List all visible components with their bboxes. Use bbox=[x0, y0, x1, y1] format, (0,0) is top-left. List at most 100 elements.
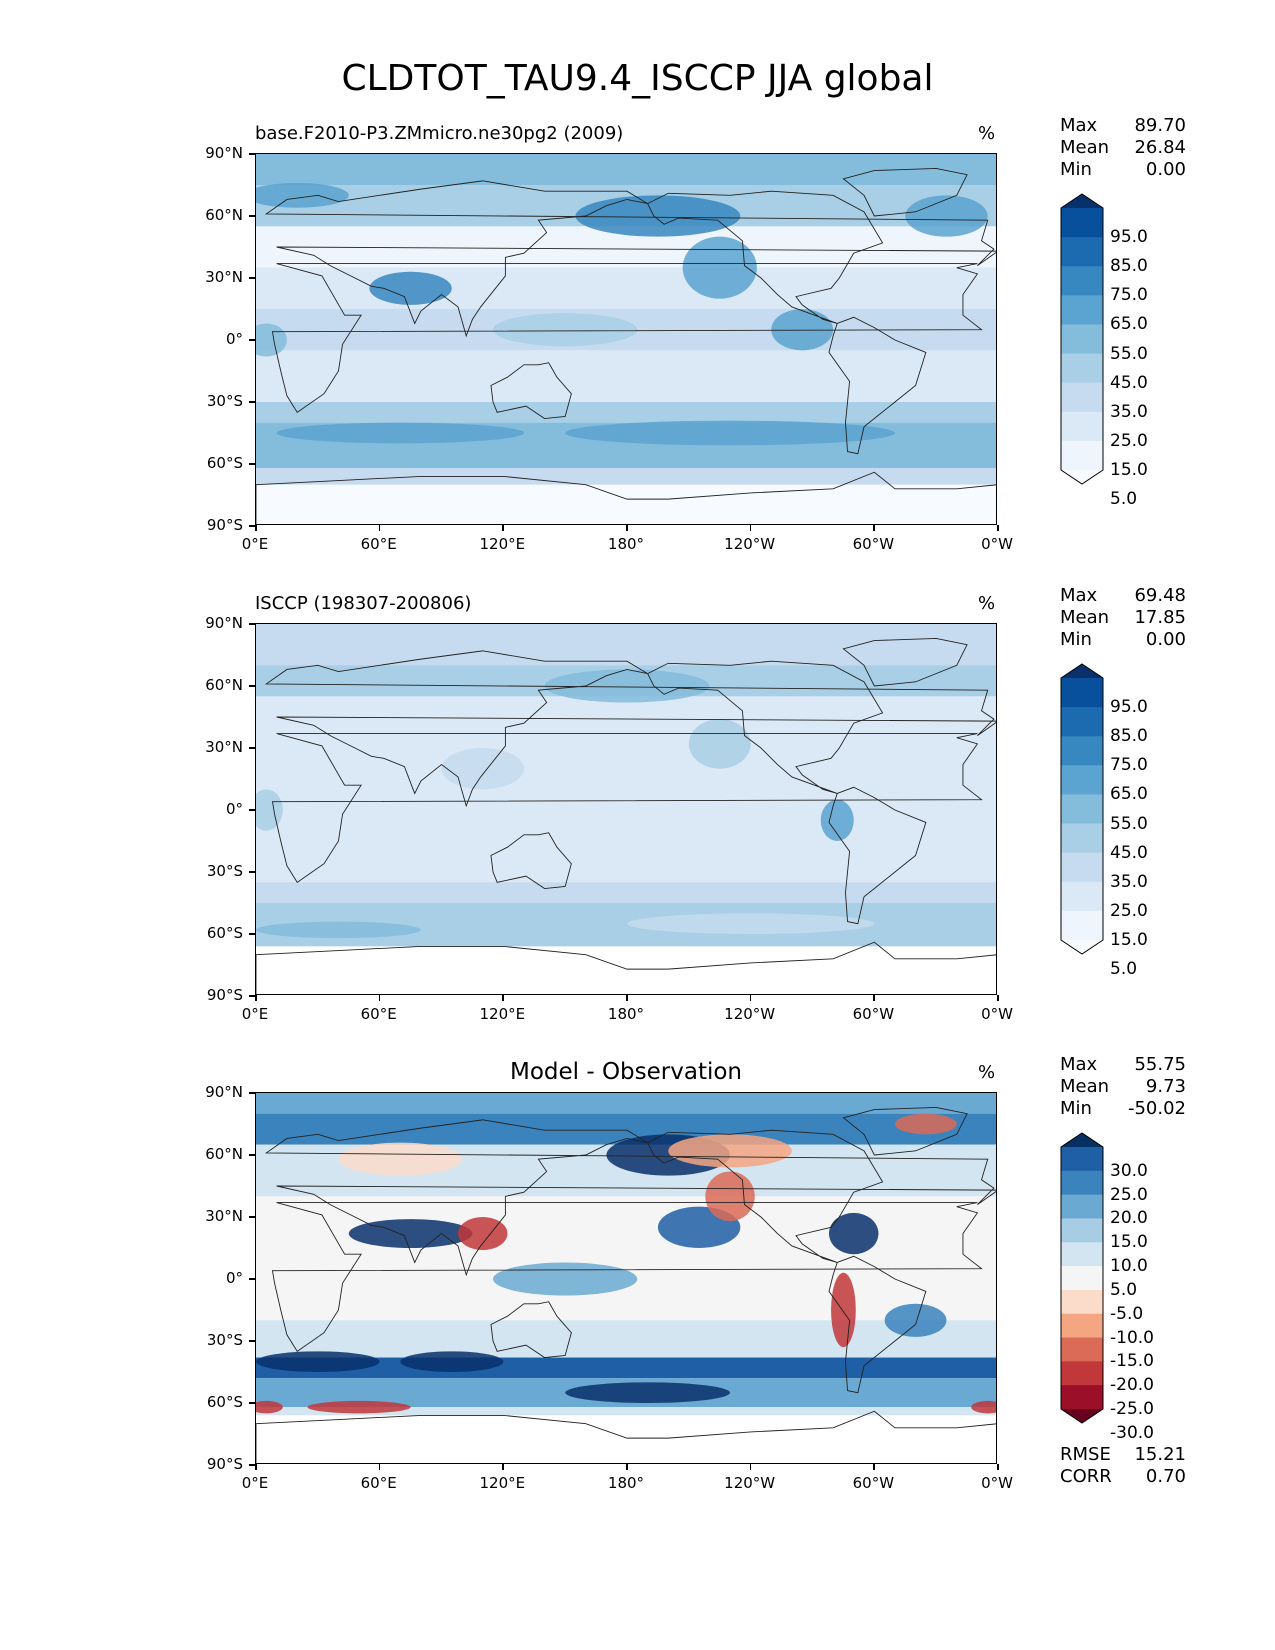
coastline bbox=[490, 832, 572, 889]
field-anomaly bbox=[705, 1171, 755, 1222]
lon-tick-mark bbox=[749, 1464, 752, 1470]
lat-tick-label: 0° bbox=[225, 1269, 243, 1287]
lon-tick-label: 180° bbox=[607, 1474, 645, 1492]
colorbar-tick-label: 85.0 bbox=[1110, 256, 1148, 277]
colorbar-extend-min bbox=[1061, 940, 1103, 954]
field-band bbox=[256, 624, 996, 666]
field-anomaly bbox=[828, 1212, 879, 1255]
lat-tick-label: 60°S bbox=[206, 454, 243, 472]
colorbar-segment bbox=[1061, 411, 1103, 442]
field-anomaly bbox=[565, 420, 895, 446]
colorbar-segment bbox=[1061, 1218, 1103, 1243]
lat-tick-mark bbox=[249, 463, 255, 465]
lon-tick-label: 120°W bbox=[724, 1474, 776, 1492]
lon-tick-label: 180° bbox=[607, 535, 645, 553]
lat-tick-label: 90°S bbox=[206, 1455, 243, 1473]
lat-tick-mark bbox=[249, 525, 255, 527]
lon-tick-mark bbox=[502, 995, 504, 1001]
stat-row: Max 89.70 bbox=[1060, 115, 1186, 137]
stat-row: RMSE 15.21 bbox=[1060, 1444, 1186, 1466]
stat-row: Min 0.00 bbox=[1060, 159, 1186, 181]
colorbar-tick-label: 75.0 bbox=[1110, 755, 1148, 776]
stat-value: 69.48 bbox=[1134, 585, 1186, 606]
coastline bbox=[647, 1129, 884, 1263]
colorbar-segment bbox=[1061, 794, 1103, 825]
colorbar-tick-label: 85.0 bbox=[1110, 726, 1148, 747]
stat-row: Mean 17.85 bbox=[1060, 607, 1186, 629]
colorbar-segment bbox=[1061, 1266, 1103, 1291]
panel-title: ISCCP (198307-200806) bbox=[255, 593, 472, 614]
colorbar-tick-label: 15.0 bbox=[1110, 460, 1148, 480]
coastline bbox=[828, 786, 927, 925]
field-anomaly bbox=[668, 1134, 792, 1168]
colorbar-segment bbox=[1061, 324, 1103, 355]
coastline bbox=[828, 316, 927, 455]
stat-value: 15.21 bbox=[1134, 1444, 1186, 1465]
field-anomaly bbox=[627, 913, 875, 934]
lon-tick-mark bbox=[997, 525, 999, 531]
lon-tick-mark bbox=[255, 1464, 257, 1470]
colorbar-outline bbox=[1060, 663, 1104, 955]
stat-label: Min bbox=[1060, 629, 1092, 650]
colorbar-tick-label: -15.0 bbox=[1110, 1351, 1154, 1372]
field-anomaly bbox=[276, 422, 524, 444]
coastline bbox=[256, 1410, 996, 1463]
field-anomaly bbox=[256, 921, 421, 939]
colorbar-tick-label: -20.0 bbox=[1110, 1375, 1154, 1396]
stat-row: Max 55.75 bbox=[1060, 1054, 1186, 1076]
colorbar-tick-label: 75.0 bbox=[1110, 285, 1148, 306]
panel-title: base.F2010-P3.ZMmicro.ne30pg2 (2009) bbox=[255, 123, 624, 144]
field-anomaly bbox=[771, 309, 834, 351]
field-anomaly bbox=[820, 799, 854, 841]
lat-tick-label: 30°N bbox=[205, 268, 243, 286]
colorbar-segment bbox=[1061, 1361, 1103, 1386]
lon-tick-mark bbox=[255, 995, 257, 1001]
lat-tick-mark bbox=[249, 1216, 255, 1218]
colorbar-tick-label: 65.0 bbox=[1110, 784, 1148, 805]
lat-tick-mark bbox=[249, 1340, 255, 1342]
field-anomaly bbox=[894, 1113, 957, 1135]
lon-tick-mark bbox=[626, 525, 628, 531]
lon-tick-label: 120°W bbox=[724, 1005, 776, 1023]
colorbar-extend-min bbox=[1061, 470, 1103, 484]
lon-tick-label: 60°W bbox=[852, 1474, 895, 1492]
colorbar-segment bbox=[1061, 295, 1103, 325]
colorbar-tick-label: 15.0 bbox=[1110, 1232, 1148, 1253]
field-anomaly bbox=[457, 1217, 508, 1251]
lat-tick-mark bbox=[249, 1464, 255, 1466]
colorbar-segment bbox=[1061, 823, 1103, 854]
lon-tick-mark bbox=[997, 995, 999, 1001]
colorbar-segment bbox=[1061, 765, 1103, 795]
colorbar-tick-label: -10.0 bbox=[1110, 1327, 1154, 1348]
field-anomaly bbox=[688, 719, 751, 769]
lon-tick-label: 0°E bbox=[241, 1005, 269, 1023]
colorbar-segment bbox=[1061, 852, 1103, 883]
colorbar-tick-label: 15.0 bbox=[1110, 930, 1148, 950]
colorbar-segment bbox=[1061, 1313, 1103, 1339]
colorbar-extend-min bbox=[1061, 1409, 1103, 1423]
field-anomaly bbox=[493, 313, 638, 347]
units-label: % bbox=[978, 123, 996, 144]
lat-tick-mark bbox=[249, 995, 255, 997]
lon-tick-mark bbox=[873, 525, 875, 531]
colorbar-extend-max bbox=[1061, 664, 1103, 678]
lon-tick-label: 60°W bbox=[852, 1005, 895, 1023]
field-anomaly bbox=[884, 1303, 947, 1337]
lat-tick-label: 30°N bbox=[205, 738, 243, 756]
lat-tick-label: 0° bbox=[225, 800, 243, 818]
coastline bbox=[490, 362, 572, 419]
lon-tick-mark bbox=[873, 995, 875, 1001]
colorbar-tick-label: 5.0 bbox=[1110, 959, 1138, 980]
units-label: % bbox=[978, 593, 996, 614]
colorbar-segment bbox=[1061, 1170, 1103, 1196]
colorbar-tick-label: 30.0 bbox=[1110, 1160, 1148, 1181]
stat-label: Max bbox=[1060, 1054, 1098, 1075]
field-anomaly bbox=[441, 748, 524, 790]
lon-tick-mark bbox=[255, 525, 257, 531]
stat-value: 0.00 bbox=[1145, 159, 1186, 180]
lon-tick-mark bbox=[997, 1464, 999, 1470]
field-band bbox=[256, 402, 996, 423]
colorbar-segment bbox=[1061, 1242, 1103, 1267]
colorbar-segment bbox=[1061, 237, 1103, 267]
lat-tick-label: 30°S bbox=[206, 1331, 243, 1349]
